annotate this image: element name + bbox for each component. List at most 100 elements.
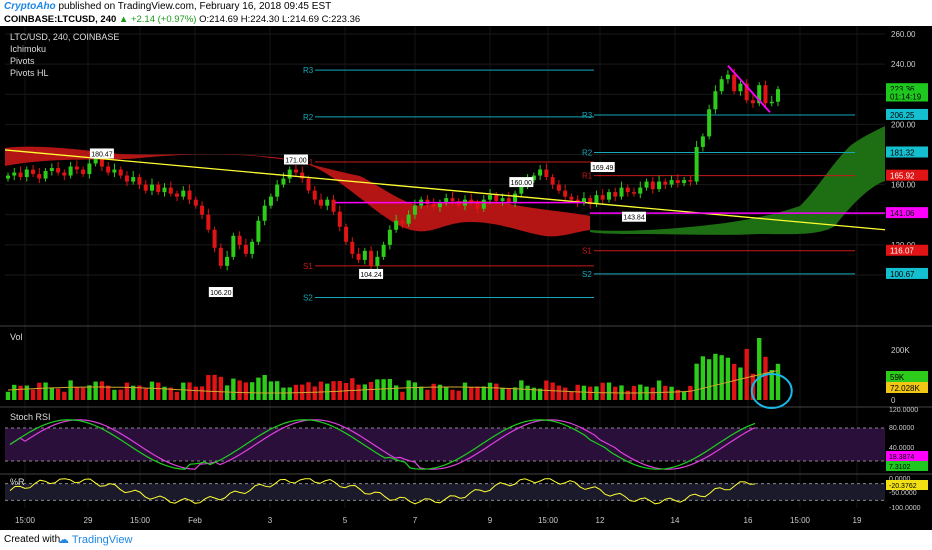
candle-body xyxy=(650,181,655,190)
volume-bar xyxy=(231,378,236,400)
candle-body xyxy=(738,83,743,92)
candle-body xyxy=(81,169,86,175)
author-name[interactable]: CryptoAho xyxy=(4,1,56,12)
indicator-pivots-hl[interactable]: Pivots HL xyxy=(10,68,49,78)
stoch-tick-label: 120.0000 xyxy=(889,407,918,414)
candle-body xyxy=(688,180,693,182)
hl-label-text: 104.24 xyxy=(360,272,382,279)
volume-bar xyxy=(550,382,555,400)
stoch-rsi-label[interactable]: Stoch RSI xyxy=(10,412,51,422)
candle-body xyxy=(37,174,42,179)
candle-body xyxy=(387,229,392,245)
stoch-value-box xyxy=(886,461,928,471)
volume-bar xyxy=(381,379,386,400)
volume-bar xyxy=(337,381,342,400)
volume-bar xyxy=(512,387,518,400)
volume-bar xyxy=(757,338,762,400)
pivot-label: R2 xyxy=(303,113,314,122)
volume-bar xyxy=(531,387,537,400)
volume-bar xyxy=(569,391,574,400)
trend-lines xyxy=(4,65,886,231)
wr-line xyxy=(9,478,756,505)
volume-bar xyxy=(644,386,649,400)
grid-lines xyxy=(0,26,932,508)
candle-body xyxy=(437,202,442,208)
volume-bar xyxy=(606,382,612,400)
volume-bar xyxy=(437,384,443,400)
y-tick-label: 240.00 xyxy=(891,60,916,69)
stoch-band xyxy=(5,428,885,461)
volume-bar xyxy=(312,386,317,400)
stoch-d-line xyxy=(9,419,756,470)
pivot-hl-labels: 180.47 106.20 171.00 104.24 160.00 169.49 143.… xyxy=(89,148,647,298)
volume-bar xyxy=(444,386,449,400)
candle-body xyxy=(450,198,455,202)
volume-bar xyxy=(249,382,255,400)
volume-pane: 200K 0 59K 72.028K xyxy=(5,338,928,409)
candle-body xyxy=(218,247,223,266)
volume-bar xyxy=(663,385,668,400)
candle-body xyxy=(375,256,380,266)
candle-body xyxy=(62,172,67,176)
volume-bar xyxy=(675,389,681,400)
vol-tick-label: 200K xyxy=(891,346,910,355)
volume-bar xyxy=(556,385,562,400)
indicator-pivots[interactable]: Pivots xyxy=(10,56,35,66)
price-label-text: 100.67 xyxy=(890,270,915,279)
footer-bar: Created with ☁ TradingView xyxy=(0,530,932,550)
candle-body xyxy=(250,241,255,254)
candle-body xyxy=(5,175,11,179)
pivot-label: R3 xyxy=(582,111,593,120)
candle-body xyxy=(744,83,749,101)
created-with: Created with xyxy=(4,534,61,545)
volume-bar xyxy=(719,355,724,400)
candle-body xyxy=(694,146,699,182)
candle-body xyxy=(625,187,630,193)
volume-bar xyxy=(725,357,731,400)
price-label-box xyxy=(886,169,928,181)
volume-bar xyxy=(131,385,136,400)
candle-body xyxy=(757,85,762,104)
volume-bar xyxy=(494,383,499,400)
indicator-ichimoku[interactable]: Ichimoku xyxy=(10,44,46,54)
candle-body xyxy=(700,136,705,147)
volume-bar xyxy=(500,387,505,400)
candle-body xyxy=(613,192,618,197)
candle-body xyxy=(149,184,154,191)
volume-label[interactable]: Vol xyxy=(10,332,23,342)
wr-value-box xyxy=(886,480,928,490)
stoch-tick-label: 40.0000 xyxy=(889,445,914,452)
volume-bar xyxy=(49,387,55,400)
volume-bar xyxy=(744,348,749,400)
x-tick-label: 15:00 xyxy=(15,516,36,525)
candle-body xyxy=(425,199,430,205)
x-tick-label: 7 xyxy=(413,516,418,525)
candle-body xyxy=(99,157,104,167)
candle-body xyxy=(68,166,73,176)
y-tick-label: 260.00 xyxy=(891,30,916,39)
pivot-label: R1 xyxy=(582,172,593,181)
candle-body xyxy=(682,180,687,184)
volume-bar xyxy=(462,382,468,400)
williams-r-label[interactable]: %R xyxy=(10,477,25,487)
candle-body xyxy=(168,187,173,194)
tradingview-logo[interactable]: ☁ TradingView xyxy=(58,534,133,546)
candle-body xyxy=(469,199,474,203)
vol-value-label: 59K xyxy=(890,373,905,382)
volume-bar xyxy=(519,380,524,400)
candle-body xyxy=(325,199,330,206)
volume-bar xyxy=(456,390,461,400)
volume-bar xyxy=(650,387,655,400)
volume-bar xyxy=(162,386,167,400)
candle-body xyxy=(243,244,248,254)
x-tick-label: 29 xyxy=(84,516,93,525)
hl-label-text: 169.49 xyxy=(592,165,614,172)
ohlc-values: O:214.69 H:224.30 L:214.69 C:223.36 xyxy=(199,14,361,25)
volume-ma-line xyxy=(7,370,779,394)
pivot-label: S2 xyxy=(303,294,313,303)
volume-bar xyxy=(99,381,105,400)
wr-tick-label: -50.0000 xyxy=(889,490,917,497)
candle-body xyxy=(719,79,724,92)
symbol-label: COINBASE:LTCUSD, 240 xyxy=(4,14,117,25)
